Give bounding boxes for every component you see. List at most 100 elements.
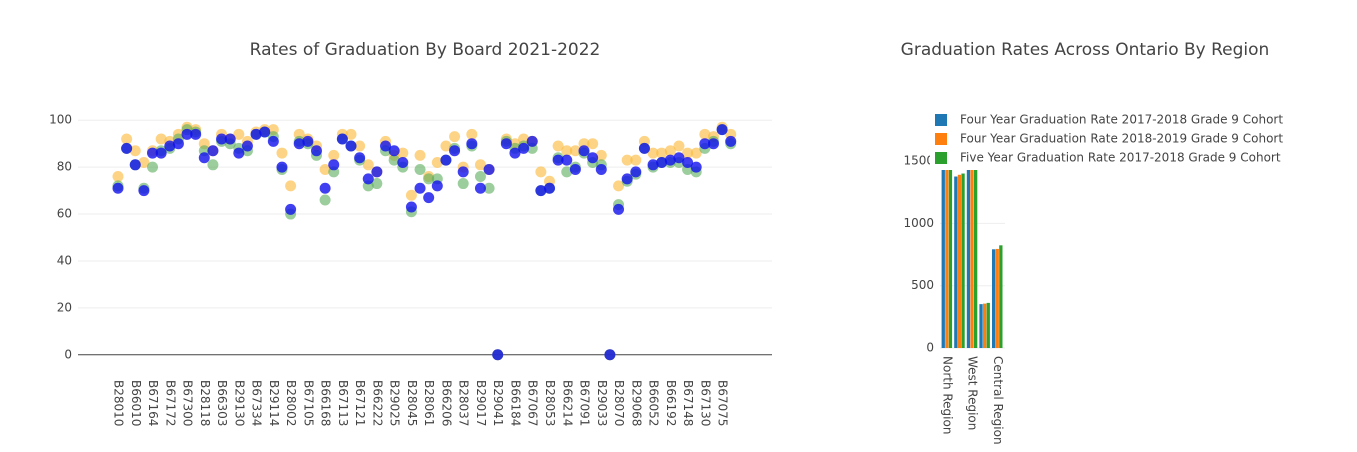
point: [561, 166, 573, 178]
point: [500, 138, 512, 150]
point: [276, 161, 288, 173]
point: [587, 152, 599, 164]
x-tick-label: B67105: [301, 380, 315, 426]
x-tick-label: B67113: [336, 380, 350, 426]
point: [474, 171, 486, 183]
x-tick-label: B67300: [181, 380, 195, 426]
point: [466, 138, 478, 150]
point: [414, 149, 426, 161]
point: [630, 154, 642, 166]
point: [449, 131, 461, 143]
point: [725, 135, 737, 147]
point: [690, 161, 702, 173]
point: [630, 166, 642, 178]
point: [388, 145, 400, 157]
x-tick-label: B66192: [664, 380, 678, 426]
point: [699, 138, 711, 150]
bar: [983, 303, 987, 348]
x-tick-label: B28061: [422, 380, 436, 426]
point: [699, 128, 711, 140]
x-tick-label: North Region: [941, 356, 955, 434]
y-tick-label: 40: [57, 253, 72, 267]
point: [707, 138, 719, 150]
point: [345, 140, 357, 152]
point: [155, 133, 167, 145]
point: [664, 154, 676, 166]
point: [371, 178, 383, 190]
x-tick-label: B29017: [474, 380, 488, 426]
x-tick-label: B28118: [198, 380, 212, 426]
point: [431, 180, 443, 192]
point: [129, 145, 141, 157]
legend-swatch: [935, 152, 947, 164]
point: [535, 185, 547, 197]
point: [587, 138, 599, 150]
x-tick-label: B29114: [267, 380, 281, 426]
point: [198, 152, 210, 164]
x-tick-label: Central Region: [991, 356, 1005, 445]
bar: [979, 304, 983, 348]
point: [181, 128, 193, 140]
point: [405, 189, 417, 201]
point: [595, 149, 607, 161]
point: [561, 145, 573, 157]
point: [423, 192, 435, 204]
bar: [954, 176, 958, 348]
point: [233, 147, 245, 159]
x-tick-label: B66168: [319, 380, 333, 426]
x-tick-label: B67172: [163, 380, 177, 426]
point: [233, 128, 245, 140]
point: [613, 180, 625, 192]
y-tick-label: 80: [57, 160, 72, 174]
y-tick-label: 1500: [903, 154, 934, 168]
point: [345, 128, 357, 140]
x-tick-label: B28070: [612, 380, 626, 426]
point: [285, 203, 297, 215]
point: [682, 147, 694, 159]
point: [526, 135, 538, 147]
bar: [961, 173, 965, 348]
point: [362, 173, 374, 185]
point: [561, 154, 573, 166]
point: [414, 182, 426, 194]
bar: [948, 117, 953, 348]
point: [414, 163, 426, 175]
x-tick-label: West Region: [966, 356, 980, 430]
x-tick-label: B29041: [491, 380, 505, 426]
point: [354, 140, 366, 152]
bar: [992, 249, 996, 348]
y-tick-label: 20: [57, 300, 72, 314]
point: [578, 145, 590, 157]
x-tick-label: B28045: [405, 380, 419, 426]
x-tick-label: B66303: [215, 380, 229, 426]
point: [457, 178, 469, 190]
point: [172, 138, 184, 150]
point: [276, 147, 288, 159]
legend-swatch: [935, 114, 947, 126]
point: [112, 171, 124, 183]
point: [397, 156, 409, 168]
point: [388, 154, 400, 166]
point: [397, 147, 409, 159]
x-tick-label: B67130: [698, 380, 712, 426]
point: [716, 124, 728, 136]
point: [457, 166, 469, 178]
point: [638, 142, 650, 154]
point: [405, 201, 417, 213]
point: [164, 140, 176, 152]
point: [656, 156, 668, 168]
x-tick-label: B66052: [647, 380, 661, 426]
point: [112, 182, 124, 194]
point: [449, 145, 461, 157]
point: [319, 194, 331, 206]
bar: [966, 148, 971, 348]
point: [690, 147, 702, 159]
point: [241, 140, 253, 152]
x-tick-label: B67091: [578, 380, 592, 426]
point: [380, 140, 392, 152]
x-tick-label: B29068: [629, 380, 643, 426]
chart-title: Graduation Rates Across Ontario By Regio…: [901, 40, 1270, 60]
bar: [970, 154, 974, 348]
point: [682, 156, 694, 168]
